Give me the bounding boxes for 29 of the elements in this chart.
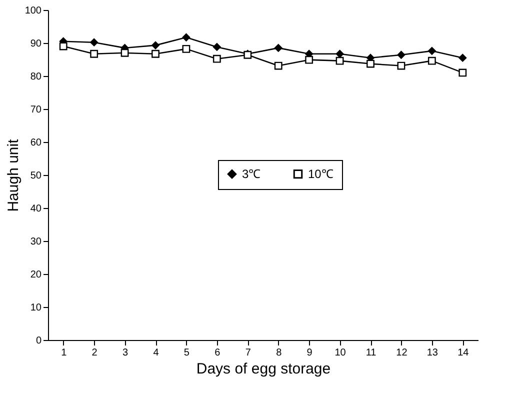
- y-tick-label: 40: [30, 204, 42, 214]
- y-tick-label: 20: [30, 270, 42, 280]
- y-axis-title: Haugh unit: [4, 138, 22, 212]
- x-tick-label: 6: [214, 348, 221, 358]
- x-tick-label: 9: [306, 348, 313, 358]
- legend-label: 3℃: [242, 167, 261, 182]
- x-axis-title: Days of egg storage: [196, 360, 331, 378]
- y-tick-label: 90: [30, 38, 42, 50]
- x-tick-label: 14: [458, 348, 470, 358]
- x-tick-label: 7: [245, 348, 252, 358]
- y-tick-label: 80: [30, 72, 42, 82]
- y-tick-label: 100: [24, 6, 42, 16]
- legend-label: 10℃: [308, 167, 334, 182]
- x-tick-label: 12: [396, 348, 408, 358]
- y-tick-label: 70: [30, 104, 42, 116]
- x-tick-label: 10: [334, 348, 346, 358]
- x-tick-label: 4: [153, 348, 160, 358]
- x-tick-label: 5: [184, 348, 190, 358]
- y-tick-label: 0: [36, 336, 42, 346]
- y-tick-label: 60: [30, 138, 42, 148]
- x-tick-label: 13: [426, 348, 438, 358]
- x-tick-label: 8: [276, 348, 282, 358]
- x-tick-label: 2: [92, 348, 98, 358]
- x-tick-label: 1: [61, 348, 68, 358]
- y-tick-label: 30: [30, 236, 42, 248]
- y-tick-label: 10: [30, 302, 42, 314]
- y-tick-label: 50: [30, 170, 42, 182]
- x-tick-label: 3: [122, 348, 129, 358]
- x-tick-label: 11: [366, 348, 377, 358]
